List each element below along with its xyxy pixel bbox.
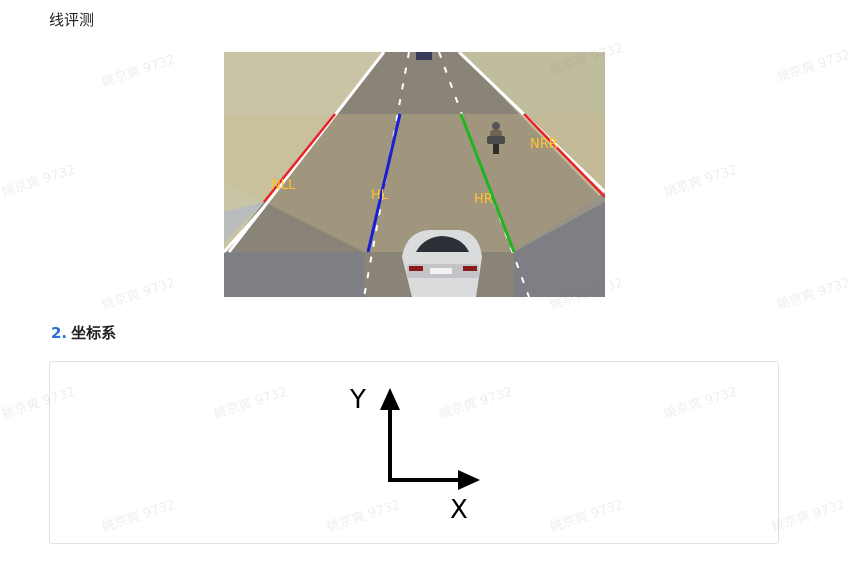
intro-text: 线评测: [49, 11, 95, 29]
section-title-text: 坐标系: [71, 324, 117, 342]
section-number: 2.: [51, 324, 68, 342]
watermark: 姚京爽 9732: [100, 275, 178, 314]
watermark: 姚京爽 9732: [0, 162, 78, 201]
x-axis-label: X: [450, 495, 468, 525]
nll-line: [263, 113, 336, 203]
hl-label: HL: [371, 188, 389, 203]
road-surface: [224, 52, 605, 297]
watermark: 姚京爽 9732: [775, 47, 853, 86]
hr-label: HR: [474, 192, 493, 207]
watermark: 姚京爽 9732: [100, 52, 178, 91]
section-heading: 2. 坐标系: [51, 323, 116, 343]
evaluation-region: [224, 114, 605, 252]
nrr-line: [523, 113, 605, 198]
watermark: 姚京爽 9732: [770, 497, 848, 536]
nll-label: NLL: [271, 178, 296, 193]
hl-line: [366, 113, 402, 253]
hr-line: [459, 113, 516, 253]
coordinate-system-figure: Y X: [49, 361, 779, 544]
ego-car: [402, 230, 482, 297]
nrr-label: NRR: [530, 137, 558, 152]
y-arrowhead: [380, 388, 400, 410]
watermark: 姚京爽 9732: [662, 162, 740, 201]
distant-vehicle: [416, 52, 432, 60]
axes-diagram: Y X: [349, 385, 480, 525]
watermark: 姚京爽 9732: [775, 275, 853, 314]
lane-evaluation-image: NLL HL HR NRR: [224, 52, 605, 297]
x-arrowhead: [458, 470, 480, 490]
motorcycle: [487, 122, 505, 154]
y-axis-label: Y: [349, 385, 366, 415]
